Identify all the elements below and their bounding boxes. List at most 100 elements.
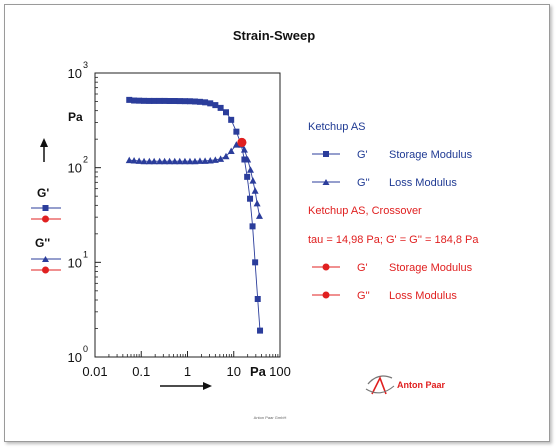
legend-crossover-g1-symbol: G': [357, 262, 368, 274]
g-double-prime-point: [140, 157, 148, 165]
y-tick-label-base: 10: [68, 255, 82, 270]
legend-crossover-g2-circle-icon: [312, 291, 340, 299]
left-key-g2-blue-triangle-icon: [31, 256, 61, 262]
g-prime-point: [249, 223, 256, 230]
g-prime-point: [176, 98, 183, 105]
g-double-prime-point: [196, 157, 204, 164]
g-prime-point: [166, 98, 173, 105]
g-double-prime-point: [206, 157, 214, 164]
g-prime-point: [228, 116, 235, 123]
chart-title: Strain-Sweep: [233, 28, 315, 43]
g-double-prime-point: [150, 157, 158, 165]
g-double-prime-point: [240, 146, 248, 153]
legend-crossover-note: tau = 14,98 Pa; G' = G'' = 184,8 Pa: [308, 234, 479, 246]
g-double-prime-point: [217, 155, 225, 162]
y-arrow-icon: [40, 138, 48, 162]
crossover-point: [237, 137, 247, 147]
g-double-prime-point: [161, 157, 169, 165]
anton-paar-logo-icon: [365, 375, 395, 395]
g-prime-point: [241, 156, 248, 163]
g-prime-point: [141, 97, 148, 104]
y-tick-label-base: 10: [68, 66, 82, 81]
g-double-prime-point: [255, 212, 263, 219]
g-double-prime-point: [222, 152, 230, 160]
left-key-g1-blue-square-icon: [31, 205, 61, 211]
g-double-prime-point: [171, 157, 179, 165]
g-prime-point: [233, 128, 240, 135]
g-double-prime-point: [249, 177, 257, 184]
x-unit-label: Pa: [250, 364, 267, 379]
y-tick-label-exponent: 1: [83, 249, 88, 259]
g-prime-point: [207, 100, 214, 107]
g-prime-point: [126, 96, 133, 103]
logo-small-print: Anton Paar GmbH: [254, 415, 287, 420]
g-prime-point: [171, 98, 178, 105]
series-line: [129, 99, 261, 331]
x-tick-label: 0.01: [82, 364, 107, 379]
legend-g2-triangle-icon: [312, 179, 340, 185]
y-tick-label-base: 10: [68, 350, 82, 365]
g-prime-point: [186, 98, 193, 105]
g-prime-point: [217, 104, 224, 111]
g-prime-point: [156, 97, 163, 104]
g-prime-point: [161, 97, 168, 104]
g-double-prime-point: [227, 147, 235, 154]
g-prime-point: [202, 99, 209, 106]
legend-crossover-g1-circle-icon: [312, 263, 340, 271]
g-double-prime-point: [251, 187, 259, 194]
y-tick-label-exponent: 2: [83, 155, 88, 165]
g-prime-point: [223, 109, 230, 116]
y-tick-label-base: 10: [68, 161, 82, 176]
g-prime-point: [146, 97, 153, 104]
x-arrow-icon: [160, 382, 212, 390]
legend-crossover-g1-label: Storage Modulus: [389, 262, 473, 274]
legend-g2-symbol: G'': [357, 177, 370, 189]
y-tick-label-exponent: 0: [83, 344, 88, 354]
legend-group2-title: Ketchup AS, Crossover: [308, 205, 422, 217]
x-tick-label: 0.1: [132, 364, 150, 379]
g-prime-point: [196, 98, 203, 105]
series-line: [129, 142, 260, 216]
legend-crossover-g2-symbol: G'': [357, 290, 370, 302]
g-double-prime-point: [186, 157, 194, 165]
g-double-prime-point: [181, 157, 189, 165]
g-prime-point: [136, 97, 143, 104]
legend-group1-title: Ketchup AS: [308, 121, 366, 133]
g-prime-point: [191, 98, 198, 105]
g-double-prime-point: [253, 199, 261, 207]
left-key-g2-label: G'': [35, 236, 50, 250]
g-double-prime-point: [211, 156, 219, 163]
y-tick-label-exponent: 3: [83, 60, 88, 70]
g-prime-point: [254, 295, 261, 302]
x-tick-label: 10: [227, 364, 241, 379]
legend-g1-symbol: G': [357, 149, 368, 161]
g-double-prime-point: [246, 166, 254, 173]
g-prime-point: [151, 97, 158, 104]
g-prime-point: [244, 173, 251, 180]
g-double-prime-point: [145, 157, 153, 165]
g-prime-point: [212, 102, 219, 109]
g-prime-point: [257, 327, 264, 334]
g-double-prime-point: [125, 156, 133, 164]
g-prime-point: [247, 195, 254, 202]
left-key-g1-label: G': [37, 186, 49, 200]
g-double-prime-point: [176, 157, 184, 165]
legend-crossover-g2-label: Loss Modulus: [389, 290, 457, 302]
legend-g1-square-icon: [312, 151, 340, 157]
plot-area: [94, 72, 281, 358]
g-double-prime-point: [156, 157, 164, 165]
g-prime-point: [252, 259, 259, 266]
g-prime-point: [131, 97, 138, 104]
g-double-prime-point: [166, 157, 174, 165]
g-double-prime-point: [135, 157, 143, 164]
left-key-g1-red-circle-icon: [31, 215, 61, 223]
g-double-prime-point: [130, 157, 138, 164]
x-tick-label: 100: [269, 364, 291, 379]
g-prime-point: [181, 98, 188, 105]
g-double-prime-point: [191, 157, 199, 165]
g-double-prime-point: [244, 155, 252, 163]
y-unit-label: Pa: [68, 110, 83, 124]
legend-g1-label: Storage Modulus: [389, 149, 473, 161]
g-double-prime-point: [201, 157, 209, 164]
